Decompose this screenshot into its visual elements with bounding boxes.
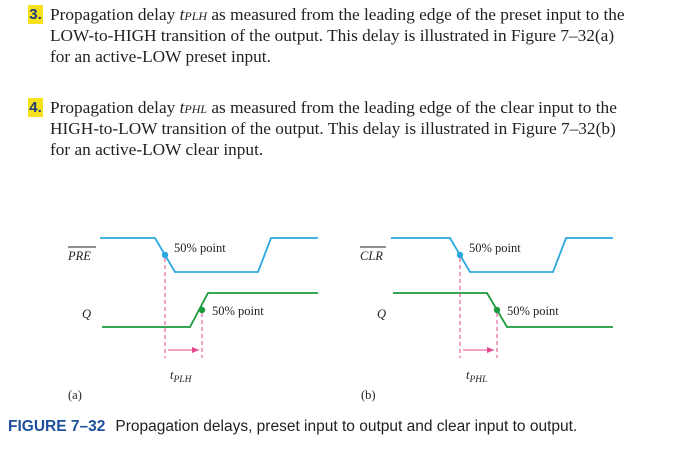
q-output-waveform-a <box>102 292 318 328</box>
panel-label-a: (a) <box>68 388 82 402</box>
pre-input-label: PRE <box>67 249 91 263</box>
pre-input-waveform <box>100 237 318 273</box>
item-number-badge: 3. <box>28 5 43 24</box>
q-output-waveform-b <box>393 292 613 328</box>
tphl-arrow-head <box>487 347 494 353</box>
caption-text: Propagation delays, preset input to outp… <box>115 418 578 435</box>
clr-50-percent-label: 50% point <box>469 241 521 255</box>
clr-input-label: CLR <box>360 249 383 263</box>
tplh-arrow-head <box>192 347 199 353</box>
item-line: Propagation delay tPLH as measured from … <box>50 5 625 24</box>
q-50-percent-dot-a <box>198 306 206 314</box>
item-line: for an active-LOW clear input. <box>50 140 264 159</box>
pre-50-percent-dot <box>161 251 169 259</box>
q-50-percent-dot-b <box>493 306 501 314</box>
q-output-label-a: Q <box>82 307 91 321</box>
clr-50-percent-dot <box>456 251 464 259</box>
figure-number: FIGURE 7–32 <box>8 418 106 435</box>
item-line: LOW-to-HIGH transition of the output. Th… <box>50 26 615 45</box>
item-line: HIGH-to-LOW transition of the output. Th… <box>50 119 616 138</box>
figure-caption: FIGURE 7–32 Propagation delays, preset in… <box>8 418 577 436</box>
tplh-label: tPLH <box>170 368 193 385</box>
timing-diagram-b: CLR 50% point Q 50% point tPHL (b) <box>360 237 613 402</box>
panel-label-b: (b) <box>361 388 376 402</box>
item-line: Propagation delay tPHL as measured from … <box>50 98 617 117</box>
tphl-label: tPHL <box>466 368 487 385</box>
pre-50-percent-label: 50% point <box>174 241 226 255</box>
timing-diagram-a: PRE 50% point Q 50% point tPLH (a) <box>67 237 318 402</box>
clr-input-waveform <box>391 237 613 273</box>
item-number-badge: 4. <box>28 98 43 117</box>
q-50-percent-label-a: 50% point <box>212 304 264 318</box>
item-line: for an active-LOW preset input. <box>50 47 271 66</box>
q-50-percent-label-b: 50% point <box>507 304 559 318</box>
q-output-label-b: Q <box>377 307 386 321</box>
